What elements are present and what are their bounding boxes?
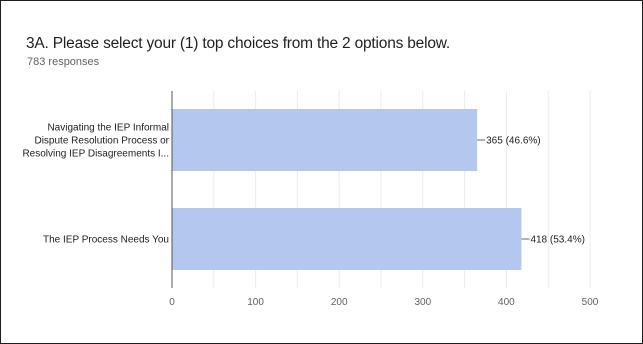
x-tick-label: 200	[331, 297, 348, 308]
x-tick-label: 100	[247, 297, 264, 308]
category-label: Navigating the IEP Informal	[47, 123, 169, 134]
axes: 0 100 200 300 400 500	[169, 91, 599, 308]
value-label: 418 (53.4%)	[530, 235, 584, 246]
response-count: 783 responses	[27, 56, 100, 68]
x-tick-label: 400	[498, 297, 515, 308]
labels: 365 (46.6%) Navigating the IEP Informal Di…	[22, 123, 584, 246]
x-tick-label: 500	[582, 297, 599, 308]
value-label: 365 (46.6%)	[486, 136, 540, 147]
bar	[172, 208, 522, 270]
x-tick-label: 300	[414, 297, 431, 308]
category-label: The IEP Process Needs You	[43, 235, 169, 246]
bar	[172, 109, 478, 171]
bars	[172, 109, 522, 270]
question-title: 3A. Please select your (1) top choices f…	[26, 35, 451, 52]
category-label: Resolving IEP Disagreements I...	[22, 149, 169, 160]
x-tick-label: 0	[169, 297, 175, 308]
category-label: Dispute Resolution Process or	[34, 136, 169, 147]
